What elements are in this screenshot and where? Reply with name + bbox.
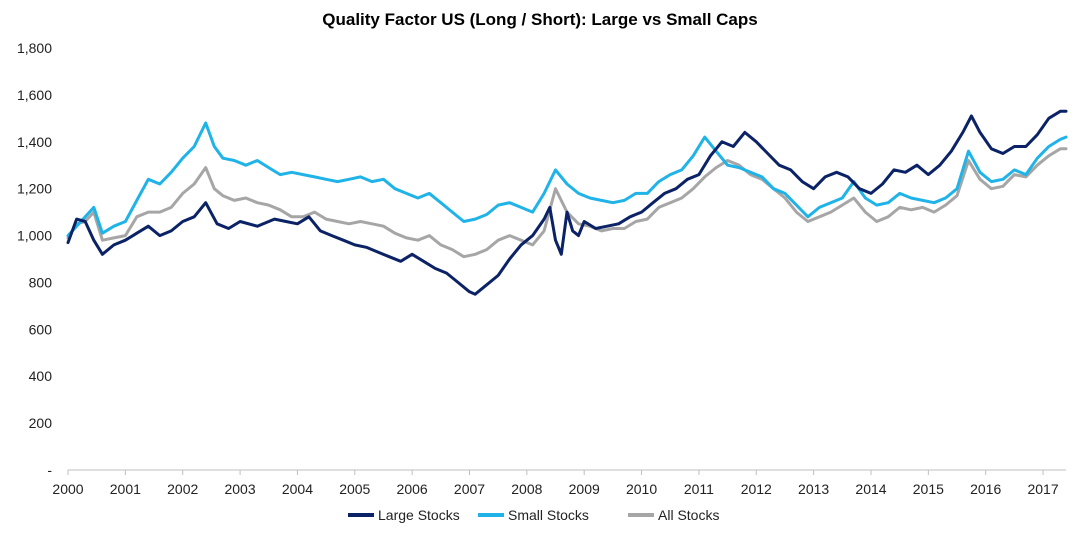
x-tick-label: 2006	[397, 481, 428, 497]
legend-label: Small Stocks	[508, 507, 589, 523]
y-tick-label: 1,600	[17, 87, 52, 103]
x-axis: 2000 2001 2002 2003 2004 2005 2006 2007 2008 2009…	[52, 469, 1066, 497]
legend-label: Large Stocks	[378, 507, 460, 523]
series-line-small-stocks	[66, 121, 1068, 238]
x-tick-label: 2001	[110, 481, 141, 497]
x-tick-label: 2012	[741, 481, 772, 497]
y-tick-label: 1,000	[17, 228, 52, 244]
y-tick-label: 1,200	[17, 181, 52, 197]
y-tick-label: 600	[29, 321, 53, 337]
x-tick-label: 2009	[569, 481, 600, 497]
legend-label: All Stocks	[658, 507, 719, 523]
y-tick-label: 1,800	[17, 40, 52, 56]
series-layer	[66, 109, 1068, 296]
legend: Large Stocks Small Stocks All Stocks	[348, 507, 719, 523]
x-tick-label: 2017	[1027, 481, 1058, 497]
y-tick-label: 800	[29, 274, 53, 290]
x-tick-label: 2000	[52, 481, 83, 497]
y-tick-label: 200	[29, 415, 53, 431]
x-tick-label: 2010	[626, 481, 657, 497]
x-tick-label: 2016	[970, 481, 1001, 497]
x-tick-label: 2013	[798, 481, 829, 497]
x-tick-label: 2007	[454, 481, 485, 497]
x-tick-label: 2003	[224, 481, 255, 497]
x-tick-label: 2014	[855, 481, 886, 497]
series-line-large-stocks	[66, 109, 1068, 296]
y-axis: - 200 400 600 800 1,000 1,200 1,400 1,600 1,800	[17, 40, 52, 478]
series-line-all-stocks	[66, 147, 1068, 259]
y-tick-label: -	[47, 462, 52, 478]
x-tick-label: 2008	[511, 481, 542, 497]
x-tick-label: 2002	[167, 481, 198, 497]
x-tick-label: 2011	[684, 481, 714, 497]
y-tick-label: 400	[29, 368, 53, 384]
x-tick-label: 2015	[913, 481, 944, 497]
x-tick-label: 2004	[282, 481, 313, 497]
x-tick-label: 2005	[339, 481, 370, 497]
y-tick-label: 1,400	[17, 134, 52, 150]
chart-title: Quality Factor US (Long / Short): Large …	[322, 10, 758, 29]
